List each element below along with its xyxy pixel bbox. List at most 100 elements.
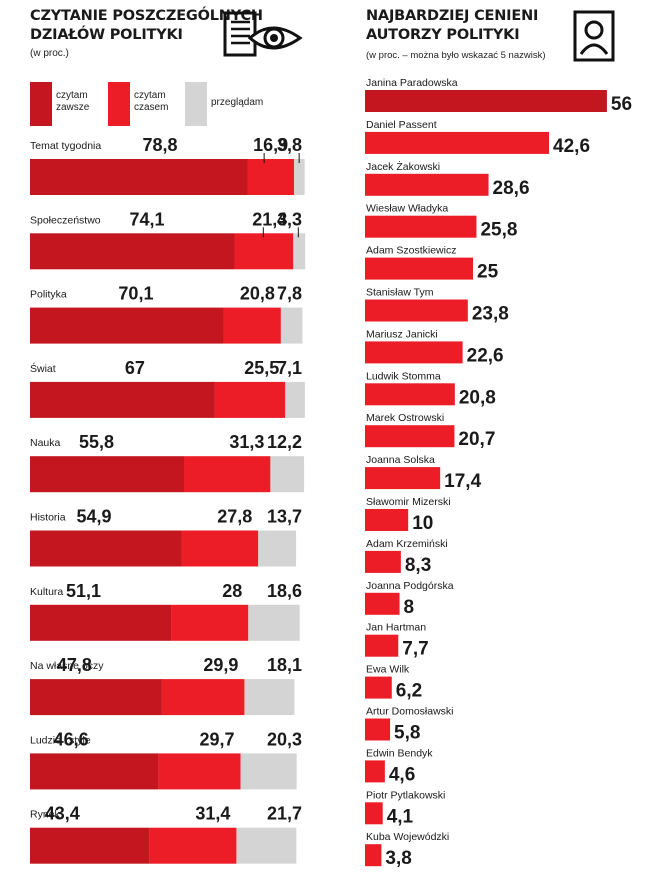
author-bar bbox=[365, 509, 409, 531]
category-label: Historia bbox=[30, 512, 66, 524]
author-value-label: 56 bbox=[611, 94, 632, 115]
author-label: Mariusz Janicki bbox=[366, 328, 438, 340]
author-label: Adam Szostkiewicz bbox=[366, 245, 456, 257]
value-label: 28 bbox=[222, 581, 242, 601]
bar-segment bbox=[161, 679, 245, 716]
author-label: Sławomir Mizerski bbox=[366, 496, 451, 508]
author-value-label: 20,7 bbox=[458, 429, 495, 450]
sections-reading-chart: Temat tygodnia 78,8 16,93,8 Społeczeństwo 74… bbox=[30, 135, 306, 864]
bar-segment bbox=[171, 604, 249, 641]
category-label: Temat tygodnia bbox=[30, 140, 101, 152]
value-label: 18,1 bbox=[267, 655, 302, 675]
author-bar bbox=[365, 215, 477, 238]
bar-segment bbox=[30, 307, 224, 344]
author-value-label: 10 bbox=[412, 513, 433, 534]
author-bar bbox=[365, 257, 473, 280]
bar-segment bbox=[30, 604, 172, 641]
value-label: 55,8 bbox=[79, 432, 114, 452]
value-label: 25,5 bbox=[244, 358, 279, 378]
bar-segment bbox=[223, 307, 281, 344]
author-bar bbox=[365, 634, 399, 657]
category-label: Nauka bbox=[30, 437, 61, 449]
category-label: Społeczeństwo bbox=[30, 214, 101, 226]
value-label: 70,1 bbox=[118, 284, 153, 304]
value-label: 74,1 bbox=[129, 209, 164, 229]
bar-segment bbox=[294, 159, 305, 195]
value-label: 7,8 bbox=[277, 284, 302, 304]
category-label: Kultura bbox=[30, 586, 63, 598]
author-bar bbox=[365, 844, 382, 867]
author-label: Edwin Bendyk bbox=[366, 747, 433, 759]
author-label: Jan Hartman bbox=[366, 622, 426, 634]
right-subtitle: (w proc. – można było wskazać 5 nazwisk) bbox=[366, 50, 546, 61]
category-label: Ludzie i style bbox=[30, 734, 91, 746]
authors-chart: Janina Paradowska 56 Daniel Passent 42,6 Jac… bbox=[365, 77, 632, 869]
value-label: 51,1 bbox=[66, 581, 101, 601]
right-title: NAJBARDZIEJ CENIENI AUTORZY POLITYKI bbox=[366, 7, 538, 45]
bar-segment bbox=[30, 530, 182, 567]
author-value-label: 8 bbox=[404, 597, 415, 618]
bar-segment bbox=[30, 159, 248, 195]
value-label: 31,4 bbox=[195, 804, 230, 824]
author-value-label: 23,8 bbox=[472, 304, 509, 325]
value-label: 67 bbox=[125, 358, 145, 378]
category-label: Polityka bbox=[30, 289, 67, 301]
author-label: Ewa Wilk bbox=[366, 664, 410, 676]
value-label: 12,2 bbox=[267, 432, 302, 452]
bar-segment bbox=[240, 753, 297, 790]
bar-segment bbox=[234, 233, 294, 270]
bar-segment bbox=[244, 679, 295, 716]
author-value-label: 42,6 bbox=[553, 136, 590, 157]
value-label: 16,9 bbox=[253, 135, 288, 155]
bar-segment bbox=[30, 233, 235, 270]
author-bar bbox=[365, 467, 441, 490]
left-title: CZYTANIE POSZCZEGÓLNYCH DZIAŁÓW POLITYKI bbox=[30, 7, 263, 45]
value-label: 43,4 bbox=[45, 804, 80, 824]
author-label: Piotr Pytlakowski bbox=[366, 789, 445, 801]
value-label: 29,9 bbox=[203, 655, 238, 675]
author-value-label: 25,8 bbox=[480, 220, 517, 241]
value-label: 31,3 bbox=[229, 432, 264, 452]
author-bar bbox=[365, 425, 455, 448]
bar-segment bbox=[214, 381, 286, 418]
bar-segment bbox=[149, 827, 237, 864]
author-value-label: 4,1 bbox=[387, 806, 414, 827]
bar-segment bbox=[258, 530, 297, 567]
author-label: Joanna Solska bbox=[366, 454, 435, 466]
document-eye-icon bbox=[223, 11, 303, 57]
category-label: Rynek bbox=[30, 809, 61, 821]
author-label: Janina Paradowska bbox=[366, 77, 458, 89]
left-subtitle: (w proc.) bbox=[30, 48, 69, 59]
value-label: 29,7 bbox=[200, 729, 235, 749]
value-label: 21,7 bbox=[267, 804, 302, 824]
author-value-label: 8,3 bbox=[405, 555, 431, 576]
bar-segment bbox=[181, 530, 259, 567]
author-bar bbox=[365, 676, 392, 699]
legend-swatch-always bbox=[30, 82, 52, 126]
bar-segment bbox=[280, 307, 303, 344]
value-label: 18,6 bbox=[267, 581, 302, 601]
legend-swatch-browse bbox=[185, 82, 207, 126]
bar-segment bbox=[184, 456, 271, 493]
author-bar bbox=[365, 718, 391, 741]
value-label: 20,3 bbox=[267, 729, 302, 749]
legend-label-always: czytam zawsze bbox=[56, 90, 90, 113]
value-label: 13,7 bbox=[267, 507, 302, 527]
value-label: 21,3 bbox=[252, 209, 287, 229]
value-label: 7,1 bbox=[277, 358, 302, 378]
bar-segment bbox=[30, 827, 150, 864]
right-title-line2: AUTORZY POLITYKI bbox=[366, 27, 520, 43]
value-label: 3,8 bbox=[277, 135, 302, 155]
value-label: 78,8 bbox=[142, 135, 177, 155]
author-bar bbox=[365, 341, 463, 364]
author-label: Marek Ostrowski bbox=[366, 412, 444, 424]
legend-label-browse: przeglądam bbox=[211, 97, 264, 108]
bar-segment bbox=[30, 753, 159, 790]
bar-segment bbox=[158, 753, 241, 790]
bar-segment bbox=[30, 456, 185, 493]
bar-segment bbox=[285, 381, 305, 418]
portrait-frame-icon bbox=[573, 10, 615, 62]
value-label: 47,8 bbox=[57, 655, 92, 675]
value-label: 46,6 bbox=[54, 729, 89, 749]
bar-segment bbox=[30, 679, 162, 716]
